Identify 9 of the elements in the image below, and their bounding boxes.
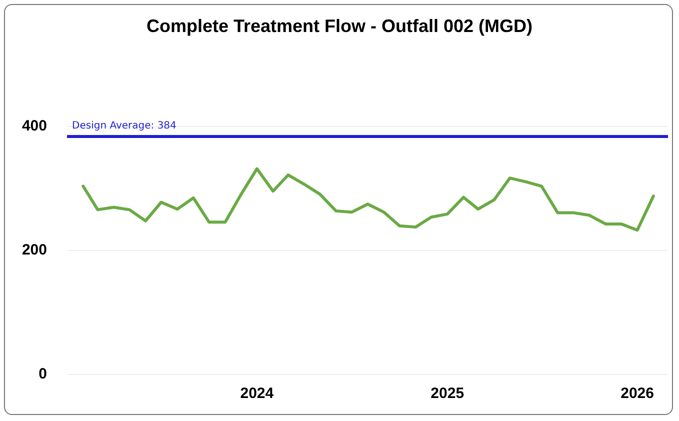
y-tick-label: 400	[22, 118, 47, 134]
ref-line-label: Design Average: 384	[72, 120, 176, 132]
x-tick-label: 2025	[430, 385, 464, 402]
x-tick-label: 2024	[240, 385, 274, 402]
line-series	[82, 167, 655, 232]
x-tick-label: 2026	[620, 385, 654, 402]
y-tick-label: 0	[38, 366, 47, 382]
chart-title: Complete Treatment Flow - Outfall 002 (MGD)	[146, 16, 533, 36]
y-tick-label: 200	[22, 242, 47, 258]
